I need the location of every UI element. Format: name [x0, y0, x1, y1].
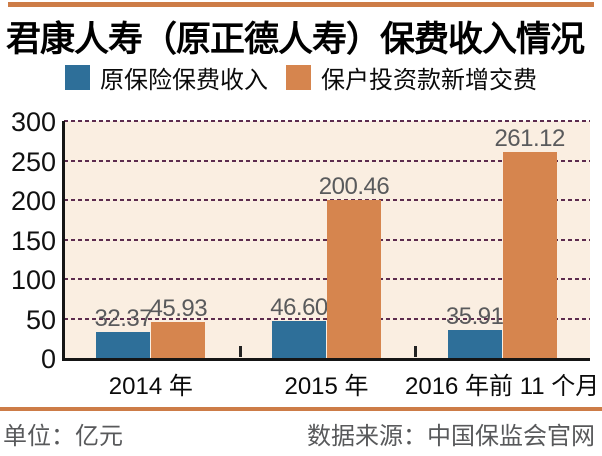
legend-label: 保户投资款新增交费	[321, 66, 537, 94]
bar-orange-3	[502, 151, 557, 358]
y-tick-label: 50	[25, 304, 56, 335]
data-source-label: 数据来源：中国保监会官网	[307, 423, 595, 450]
y-tick-label: 250	[10, 146, 56, 177]
x-axis-label: 2015 年	[284, 373, 369, 400]
bar-value-label: 261.12	[494, 124, 565, 152]
top-accent-bar	[8, 2, 594, 7]
bar-blue-1	[96, 332, 151, 358]
unit-label: 单位：亿元	[3, 423, 123, 450]
x-axis-label: 2016 年前 11 个月	[405, 373, 600, 400]
category-separator-tick	[414, 346, 418, 357]
legend-item-investment-deposit: 保户投资款新增交费	[286, 60, 537, 95]
bar-orange-1	[151, 321, 206, 358]
legend-item-original-premium: 原保险保费收入	[65, 60, 268, 95]
bar-orange-2	[327, 199, 381, 358]
page-title: 君康人寿（原正德人寿）保费收入情况	[6, 20, 585, 59]
y-tick-label: 0	[40, 344, 56, 374]
y-axis-line	[62, 121, 65, 360]
y-tick-label: 200	[10, 186, 56, 216]
y-tick-label: 300	[10, 107, 56, 137]
bar-value-label: 35.91	[445, 302, 504, 330]
category-separator-tick	[238, 346, 242, 357]
x-axis-label: 2014 年	[108, 373, 193, 400]
bar-blue-3	[447, 329, 502, 358]
bar-blue-2	[272, 321, 326, 358]
bar-value-label: 46.60	[270, 294, 328, 322]
chart-legend: 原保险保费收入 保户投资款新增交费	[0, 63, 602, 94]
bar-value-label: 200.46	[318, 172, 390, 200]
legend-label: 原保险保费收入	[100, 66, 268, 94]
legend-swatch-orange	[286, 64, 311, 90]
gridline-250	[64, 159, 590, 162]
y-tick-label: 100	[10, 265, 56, 295]
y-tick-label: 150	[10, 225, 56, 256]
x-axis-line	[62, 358, 590, 361]
bar-value-label: 45.93	[149, 294, 208, 322]
gridline-300	[64, 120, 590, 122]
footer-divider	[0, 407, 602, 411]
bar-value-label: 32.37	[94, 305, 153, 333]
legend-swatch-blue	[65, 64, 90, 90]
